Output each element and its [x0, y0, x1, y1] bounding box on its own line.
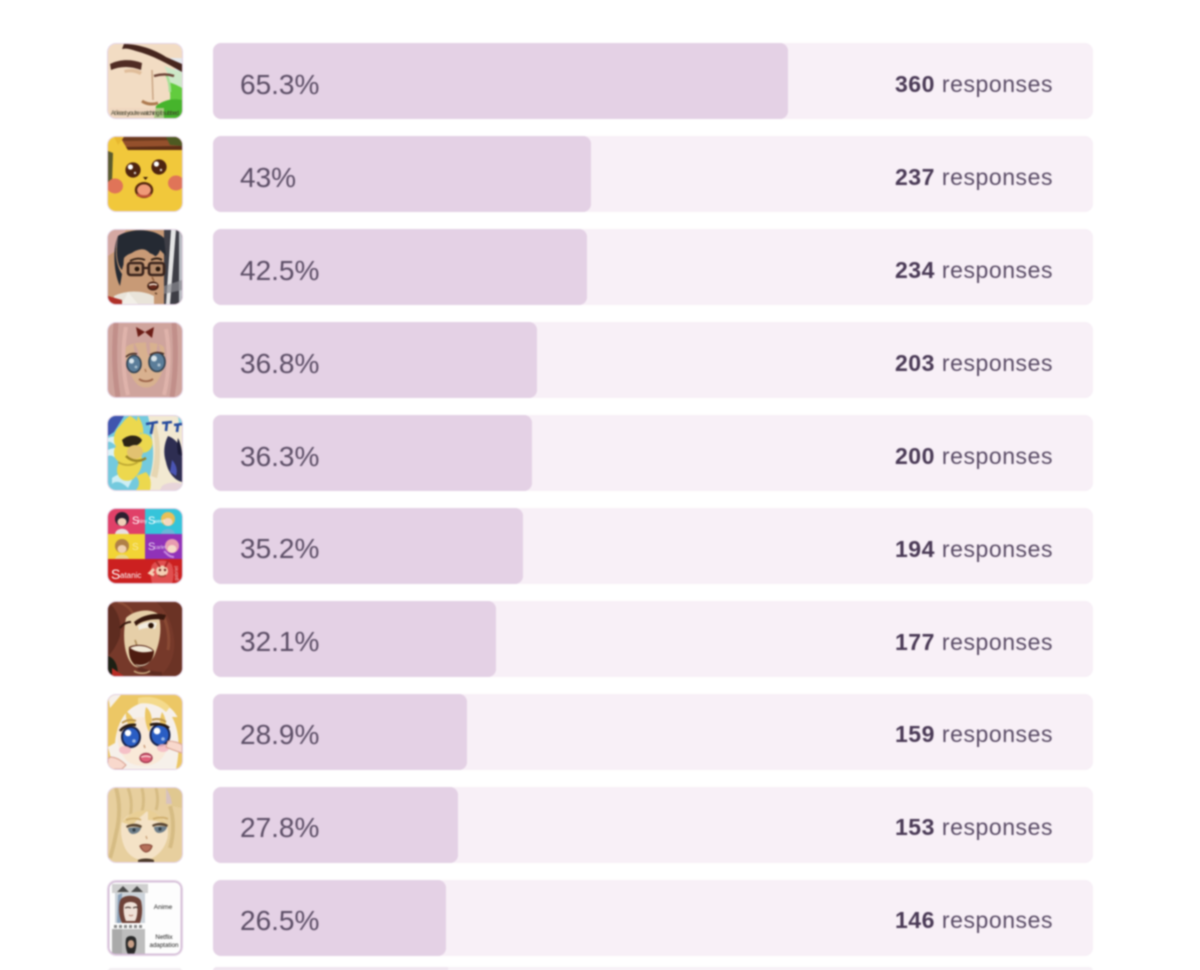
svg-text:S: S	[132, 515, 139, 527]
svg-text:weet: weet	[154, 519, 165, 525]
svg-text:atanic: atanic	[120, 571, 141, 580]
svg-text:S: S	[111, 566, 120, 582]
svg-text:At least you're watching it su: At least you're watching it subbed	[111, 111, 179, 117]
svg-text:S: S	[148, 541, 155, 553]
svg-text:S: S	[132, 542, 139, 553]
svg-text:carlet: carlet	[154, 545, 167, 551]
svg-text:Anime: Anime	[153, 904, 172, 911]
svg-text:gabriel: gabriel	[174, 566, 180, 581]
svg-text:adaptation: adaptation	[149, 942, 178, 949]
svg-text:S: S	[148, 515, 155, 527]
svg-text:hiny: hiny	[138, 519, 148, 525]
svg-text:Netflix: Netflix	[155, 934, 173, 941]
